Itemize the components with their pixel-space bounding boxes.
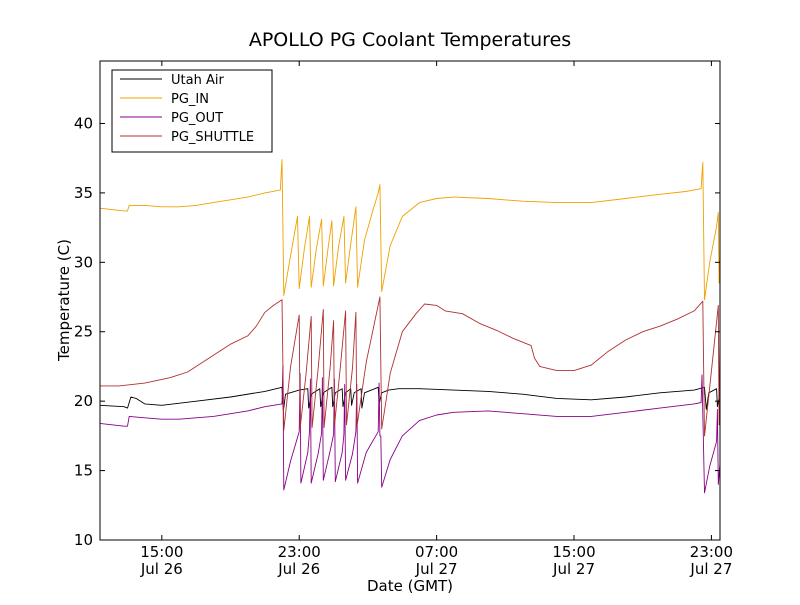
legend-label: PG_OUT <box>171 111 223 126</box>
series-line-pg-in <box>100 159 720 301</box>
y-tick-label: 10 <box>74 531 93 549</box>
y-tick-label: 25 <box>74 323 93 341</box>
y-tick-label: 40 <box>74 114 93 132</box>
series-line-utah-air <box>100 386 720 412</box>
x-tick-time-label: 07:00 <box>415 543 458 561</box>
legend-box <box>111 69 273 153</box>
x-tick-date-label: Jul 27 <box>415 560 458 578</box>
y-tick-label: 20 <box>74 392 93 410</box>
legend-label: PG_IN <box>171 92 209 107</box>
y-tick-label: 35 <box>74 184 93 202</box>
x-tick-time-label: 23:00 <box>690 543 733 561</box>
y-axis-label: Temperature (C) <box>55 239 73 362</box>
x-tick-date-label: Jul 26 <box>277 560 320 578</box>
x-tick-time-label: 23:00 <box>278 543 321 561</box>
chart-title: APOLLO PG Coolant Temperatures <box>249 29 571 51</box>
y-tick-label: 15 <box>74 462 93 480</box>
plot-frame <box>99 60 721 541</box>
x-tick-date-label: Jul 27 <box>552 560 595 578</box>
legend-label: Utah Air <box>171 73 224 88</box>
x-tick-time-label: 15:00 <box>140 543 183 561</box>
x-tick-date-label: Jul 26 <box>140 560 183 578</box>
series-line-pg-shuttle <box>100 296 720 437</box>
x-tick-date-label: Jul 27 <box>689 560 732 578</box>
x-axis-label: Date (GMT) <box>367 577 453 595</box>
series-line-pg-out <box>100 364 720 494</box>
legend-label: PG_SHUTTLE <box>171 130 254 145</box>
x-tick-time-label: 15:00 <box>552 543 595 561</box>
y-tick-label: 30 <box>74 253 93 271</box>
